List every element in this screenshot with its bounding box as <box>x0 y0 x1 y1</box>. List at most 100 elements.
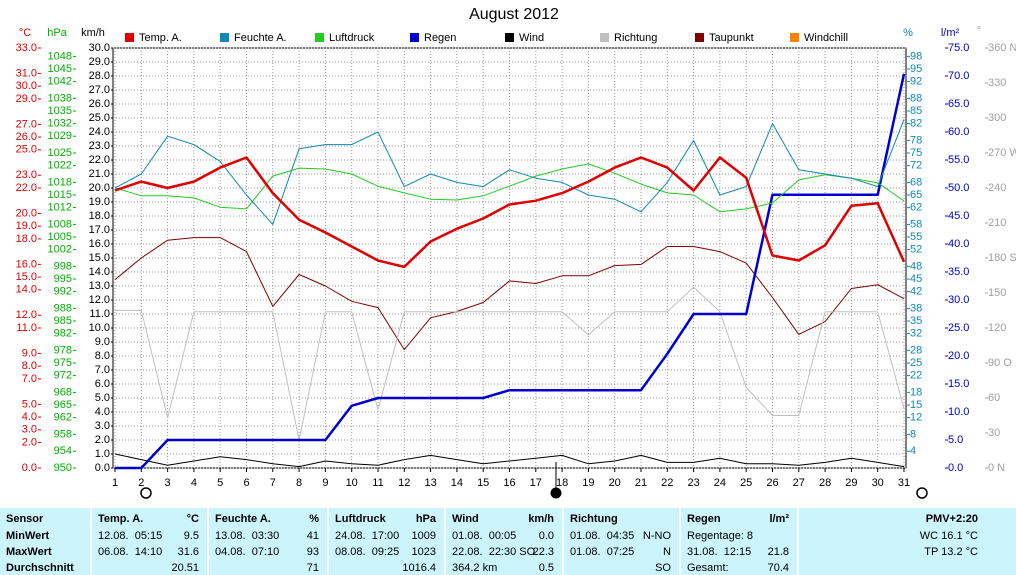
stats-column: Regen l/m² Regentage: 8 31.08. 12:15 21.8 Ges… <box>679 508 797 575</box>
y-tick-label: 954 <box>54 445 72 457</box>
y-tick-label: 8.0 <box>95 350 110 362</box>
y-tick-label: 13.0 <box>89 280 110 292</box>
cell: Regentage: 8 <box>687 530 754 542</box>
y-tick-label: 18.0 <box>89 210 110 222</box>
y-tick-label: 16.0 <box>16 258 37 270</box>
y-tick-label: 25 <box>910 357 922 369</box>
y-tick-label: 975 <box>54 357 72 369</box>
y-tick-label: 38 <box>910 302 922 314</box>
y-tick-label: 35.0 <box>948 266 969 278</box>
y-tick-label: 3.0 <box>95 420 110 432</box>
y-tick-label: 2.0 <box>22 436 37 448</box>
info-line: TP 13.2 °C <box>924 546 978 558</box>
cell-value: 31.6 <box>177 546 199 558</box>
y-tick-label: 8.0 <box>22 360 37 372</box>
legend-swatch <box>220 33 229 42</box>
x-tick-label: 1 <box>112 477 118 489</box>
y-tick-label: 95 <box>910 63 922 75</box>
stats-column: Wind km/h 01.08. 00:05 0.0 22.08. 22:30 SO 22… <box>444 508 562 575</box>
x-tick-label: 18 <box>556 477 568 489</box>
chart-title: August 2012 <box>469 6 559 23</box>
x-tick-label: 7 <box>270 477 276 489</box>
x-tick-label: 23 <box>687 477 699 489</box>
column-header: Durchschnitt <box>6 562 74 574</box>
column-header: Regen <box>687 513 721 525</box>
y-tick-label: 12.0 <box>16 309 37 321</box>
stats-column: Sensor MinWert MaxWert Durchschnitt <box>0 508 90 575</box>
x-tick-label: 27 <box>793 477 805 489</box>
cell: 01.08. 00:05 <box>452 530 517 542</box>
cell-value: 41 <box>306 530 319 542</box>
y-tick-label: 11.0 <box>89 308 110 320</box>
y-tick-label: 30.0 <box>948 294 969 306</box>
y-tick-label: 1042 <box>48 76 72 88</box>
y-tick-label: 12.0 <box>89 294 110 306</box>
y-tick-label: 82 <box>910 118 922 130</box>
chart: August 2012 °C33.031.030.029.027.026.025… <box>16 6 1016 499</box>
cell-value: 1023 <box>411 546 436 558</box>
stats-table: Sensor MinWert MaxWert Durchschnitt Temp. A.… <box>0 508 1016 575</box>
x-tick-label: 19 <box>582 477 594 489</box>
series-line <box>115 286 905 441</box>
legend-swatch <box>505 33 514 42</box>
x-tick-label: 22 <box>661 477 673 489</box>
y-tick-label: 988 <box>54 302 72 314</box>
y-tick-label: 330 <box>988 77 1006 89</box>
cell: Gesamt: <box>687 562 729 574</box>
y-tick-label: 22.0 <box>89 154 110 166</box>
y-tick-label: 52 <box>910 244 922 256</box>
column-header: MinWert <box>6 530 50 542</box>
info-column: PMV+2:20 WC 16.1 °C TP 13.2 °C <box>797 508 1016 575</box>
info-line: WC 16.1 °C <box>919 530 978 542</box>
x-tick-label: 3 <box>165 477 171 489</box>
x-tick-label: 21 <box>635 477 647 489</box>
cell-value: 70.4 <box>767 562 789 574</box>
y-tick-label: 14.0 <box>16 284 37 296</box>
y-tick-label: 985 <box>54 315 72 327</box>
y-tick-label: 25.0 <box>89 112 110 124</box>
axis-unit: ° <box>977 25 981 37</box>
y-tick-label: 30.0 <box>16 80 37 92</box>
stats-column: Richtung 01.08. 04:35 N-NO 01.08. 07:25 N SO <box>562 508 679 575</box>
y-tick-label: 22.0 <box>16 182 37 194</box>
column-header: Sensor <box>6 513 44 525</box>
y-tick-label: 60 <box>988 392 1000 404</box>
y-tick-label: 40.0 <box>948 238 969 250</box>
cell: 13.08. 03:30 <box>215 530 280 542</box>
stats-column: Feuchte A.% 13.08. 03:30 41 04.08. 07:10 93 7… <box>207 508 327 575</box>
x-tick-label: 24 <box>714 477 726 489</box>
y-tick-label: 300 <box>988 112 1006 124</box>
y-tick-label: 12 <box>910 412 922 424</box>
y-tick-label: 15.0 <box>948 378 969 390</box>
y-tick-label: 19.0 <box>89 196 110 208</box>
y-tick-label: 15.0 <box>89 252 110 264</box>
legend-swatch <box>790 33 799 42</box>
x-tick-label: 11 <box>372 477 383 489</box>
cell-value: 1016.4 <box>402 562 436 574</box>
x-tick-label: 13 <box>424 477 436 489</box>
y-tick-label: 0.0 <box>22 462 37 474</box>
legend-swatch <box>410 33 419 42</box>
y-tick-label: 1008 <box>48 218 72 230</box>
axis-unit: hPa <box>47 27 67 39</box>
y-tick-label: 72 <box>910 160 922 172</box>
cell: 01.08. 07:25 <box>570 546 635 558</box>
cell-value: N <box>663 546 671 558</box>
column-unit: hPa <box>415 513 436 525</box>
legend-label: Luftdruck <box>329 32 375 44</box>
y-tick-label: 45.0 <box>948 210 969 222</box>
y-tick-label: 48 <box>910 260 922 272</box>
x-tick-label: 12 <box>398 477 410 489</box>
cell-value: 22.3 <box>532 546 554 558</box>
y-tick-label: 240 <box>988 182 1006 194</box>
y-tick-label: 25.0 <box>16 144 37 156</box>
legend-swatch <box>695 33 704 42</box>
legend-swatch <box>315 33 324 42</box>
y-tick-label: 3.0 <box>22 424 37 436</box>
y-tick-label: 88 <box>910 92 922 104</box>
y-tick-label: 270 W <box>988 147 1016 159</box>
y-tick-label: 28.0 <box>89 70 110 82</box>
y-tick-label: 98 <box>910 50 922 62</box>
y-tick-label: 27.0 <box>89 84 110 96</box>
